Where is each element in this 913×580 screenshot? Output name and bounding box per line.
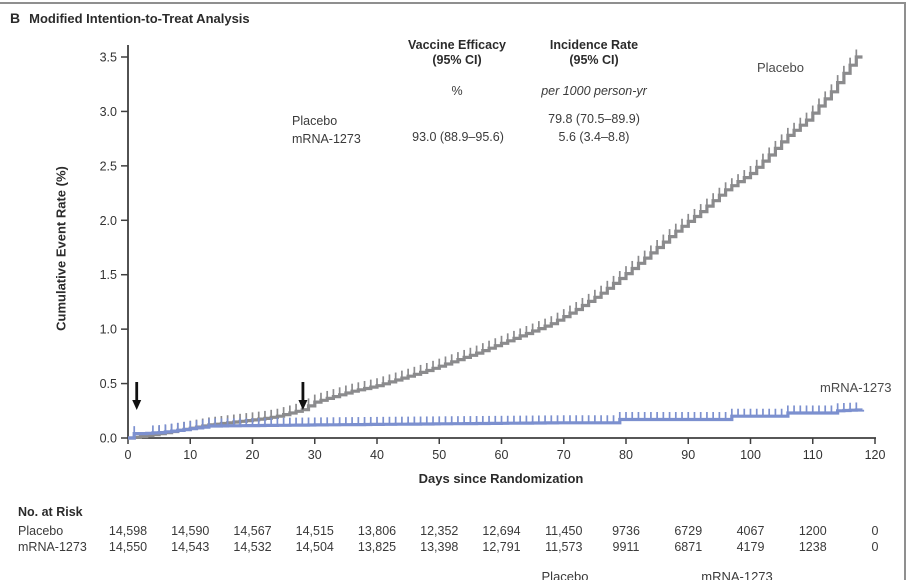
risk-value: 6729 [674,524,703,538]
risk-row-label-mrna: mRNA-1273 [18,540,87,554]
panel-title: B Modified Intention-to-Treat Analysis [10,10,250,26]
placebo-curve [128,55,863,440]
panel-letter: B [10,10,21,26]
risk-value: 14,504 [295,540,334,554]
bottom-legend-placebo: Placebo [541,569,589,580]
y-tick-label: 3.0 [100,105,117,119]
y-tick-label: 1.5 [100,268,117,282]
risk-row-label-placebo: Placebo [18,524,64,538]
x-tick-label: 100 [740,448,761,462]
stats-row-label-placebo: Placebo [292,114,338,128]
risk-value: 0 [871,524,879,538]
x-tick-label: 40 [370,448,384,462]
risk-value: 14,598 [108,524,148,538]
risk-value: 14,567 [233,524,272,538]
placebo-curve-label: Placebo [757,60,804,75]
y-tick-label: 3.5 [100,51,117,65]
x-tick-label: 70 [557,448,571,462]
vaccine-efficacy-header: Vaccine Efficacy (95% CI) [408,38,506,67]
risk-value: 13,825 [357,540,397,554]
y-axis-title: Cumulative Event Rate (%) [53,166,69,331]
risk-value: 0 [871,540,879,554]
incidence-rate-header: Incidence Rate (95% CI) [549,38,639,67]
x-tick-label: 20 [246,448,260,462]
risk-value: 14,515 [295,524,334,538]
risk-value: 9911 [612,540,640,554]
panel-title-text: Modified Intention-to-Treat Analysis [29,11,250,26]
y-tick-label: 0.0 [100,432,117,446]
mrna-curve [128,408,865,440]
risk-value: 13,806 [357,524,397,538]
figure-right-border [904,2,906,580]
x-tick-label: 80 [619,448,633,462]
y-tick-label: 2.5 [100,159,117,173]
risk-value: 12,694 [482,524,521,538]
risk-value: 4179 [736,540,765,554]
risk-table-title: No. at Risk [18,505,83,519]
risk-value: 14,543 [171,540,210,554]
mrna-efficacy-value: 93.0 (88.9–95.6) [412,130,504,144]
risk-value: 1200 [798,524,827,538]
y-tick-label: 0.5 [100,377,117,391]
risk-value: 11,573 [545,540,583,554]
x-axis-title: Days since Randomization [418,471,584,486]
mrna-curve-label: mRNA-1273 [820,380,892,395]
dose-arrow-head [132,400,142,410]
risk-value: 14,590 [171,524,210,538]
x-tick-label: 10 [183,448,197,462]
risk-value: 13,398 [420,540,459,554]
mrna-incidence-value: 5.6 (3.4–8.8) [558,130,630,144]
risk-value: 12,791 [482,540,521,554]
x-tick-label: 90 [681,448,695,462]
x-tick-label: 110 [803,448,823,462]
risk-value: 6871 [674,540,703,554]
efficacy-unit: % [451,84,463,98]
risk-value: 9736 [612,524,640,538]
risk-value: 14,550 [108,540,148,554]
stats-row-label-mrna: mRNA-1273 [292,132,361,146]
risk-value: 14,532 [233,540,272,554]
x-tick-label: 60 [495,448,509,462]
dose-arrow-head [298,400,308,410]
incidence-unit: per 1000 person-yr [541,84,647,98]
y-tick-label: 1.0 [100,323,117,337]
bottom-legend-mrna: mRNA-1273 [701,569,773,580]
x-tick-label: 120 [865,448,886,462]
x-tick-label: 30 [308,448,322,462]
risk-value: 4067 [736,524,765,538]
risk-value: 11,450 [545,524,583,538]
x-tick-label: 0 [125,448,132,462]
x-tick-label: 50 [432,448,446,462]
risk-value: 1238 [798,540,827,554]
placebo-incidence-value: 79.8 (70.5–89.9) [548,112,640,126]
y-tick-label: 2.0 [100,214,117,228]
risk-value: 12,352 [420,524,459,538]
figure-top-border [0,2,906,4]
